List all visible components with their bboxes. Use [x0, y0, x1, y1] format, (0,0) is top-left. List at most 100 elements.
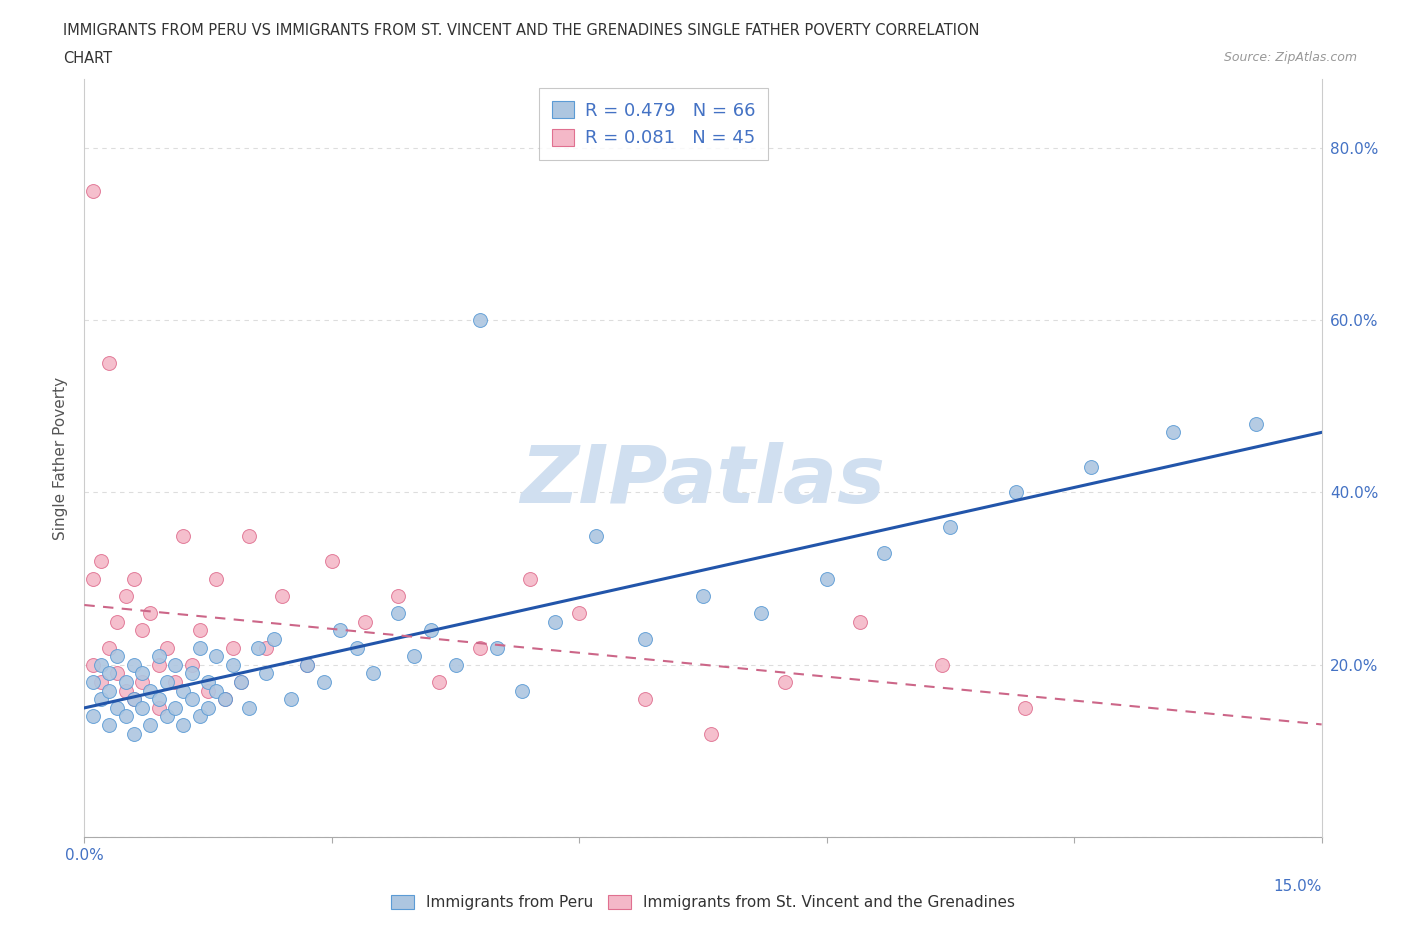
Text: CHART: CHART	[63, 51, 112, 66]
Point	[295, 658, 318, 672]
Point	[131, 700, 153, 715]
Point	[568, 605, 591, 620]
Point	[387, 589, 409, 604]
Point	[404, 649, 426, 664]
Point	[295, 658, 318, 672]
Point	[105, 614, 128, 629]
Point	[114, 709, 136, 724]
Point	[585, 528, 607, 543]
Point	[122, 692, 145, 707]
Point	[156, 674, 179, 689]
Point	[222, 658, 245, 672]
Point	[1161, 425, 1184, 440]
Point	[214, 692, 236, 707]
Point	[188, 709, 211, 724]
Legend: Immigrants from Peru, Immigrants from St. Vincent and the Grenadines: Immigrants from Peru, Immigrants from St…	[382, 887, 1024, 918]
Point	[205, 649, 228, 664]
Point	[105, 649, 128, 664]
Point	[131, 666, 153, 681]
Point	[205, 684, 228, 698]
Point	[148, 700, 170, 715]
Point	[197, 700, 219, 715]
Point	[139, 718, 162, 733]
Text: ZIPatlas: ZIPatlas	[520, 442, 886, 520]
Point	[634, 692, 657, 707]
Point	[180, 658, 202, 672]
Point	[271, 589, 294, 604]
Point	[148, 658, 170, 672]
Point	[1244, 416, 1267, 431]
Point	[98, 684, 121, 698]
Point	[312, 674, 335, 689]
Text: 15.0%: 15.0%	[1274, 879, 1322, 894]
Point	[114, 674, 136, 689]
Point	[122, 692, 145, 707]
Point	[1080, 459, 1102, 474]
Point	[444, 658, 467, 672]
Point	[238, 700, 260, 715]
Point	[815, 571, 838, 586]
Point	[82, 674, 104, 689]
Point	[122, 571, 145, 586]
Point	[321, 554, 343, 569]
Point	[470, 312, 492, 327]
Point	[98, 718, 121, 733]
Point	[692, 589, 714, 604]
Point	[197, 674, 219, 689]
Point	[139, 605, 162, 620]
Point	[90, 554, 112, 569]
Point	[114, 684, 136, 698]
Point	[98, 666, 121, 681]
Point	[419, 623, 441, 638]
Point	[82, 658, 104, 672]
Point	[519, 571, 541, 586]
Point	[775, 674, 797, 689]
Point	[139, 684, 162, 698]
Point	[188, 623, 211, 638]
Point	[246, 640, 269, 655]
Point	[172, 528, 194, 543]
Point	[749, 605, 772, 620]
Point	[165, 658, 187, 672]
Point	[280, 692, 302, 707]
Point	[254, 640, 277, 655]
Point	[122, 726, 145, 741]
Point	[634, 631, 657, 646]
Text: IMMIGRANTS FROM PERU VS IMMIGRANTS FROM ST. VINCENT AND THE GRENADINES SINGLE FA: IMMIGRANTS FROM PERU VS IMMIGRANTS FROM …	[63, 23, 980, 38]
Point	[82, 571, 104, 586]
Point	[156, 709, 179, 724]
Point	[148, 649, 170, 664]
Point	[848, 614, 870, 629]
Point	[229, 674, 252, 689]
Point	[346, 640, 368, 655]
Point	[131, 674, 153, 689]
Point	[172, 684, 194, 698]
Point	[229, 674, 252, 689]
Point	[205, 571, 228, 586]
Legend: R = 0.479   N = 66, R = 0.081   N = 45: R = 0.479 N = 66, R = 0.081 N = 45	[540, 88, 768, 160]
Point	[172, 718, 194, 733]
Point	[427, 674, 450, 689]
Point	[197, 684, 219, 698]
Point	[180, 666, 202, 681]
Point	[114, 589, 136, 604]
Point	[263, 631, 285, 646]
Point	[1014, 700, 1036, 715]
Point	[543, 614, 565, 629]
Point	[214, 692, 236, 707]
Text: Source: ZipAtlas.com: Source: ZipAtlas.com	[1223, 51, 1357, 64]
Point	[700, 726, 723, 741]
Point	[939, 520, 962, 535]
Point	[238, 528, 260, 543]
Point	[165, 700, 187, 715]
Point	[361, 666, 384, 681]
Point	[931, 658, 953, 672]
Point	[254, 666, 277, 681]
Point	[148, 692, 170, 707]
Point	[122, 658, 145, 672]
Point	[1005, 485, 1028, 500]
Point	[90, 674, 112, 689]
Point	[82, 709, 104, 724]
Point	[180, 692, 202, 707]
Point	[131, 623, 153, 638]
